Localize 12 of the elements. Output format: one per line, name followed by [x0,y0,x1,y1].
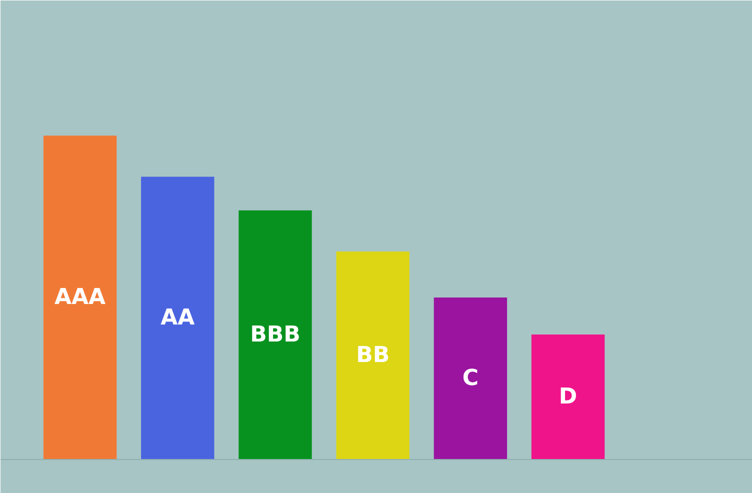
x-tick-label: AAA [54,285,106,310]
bar [434,298,508,460]
bar [43,136,117,460]
bar [238,210,312,460]
bar [336,252,410,460]
x-tick-label: BB [356,343,390,368]
x-tick-label: C [462,366,479,392]
bar [531,334,605,460]
x-tick-label: BBB [250,322,300,348]
x-tick-label: D [558,384,578,410]
bar [141,176,214,460]
x-tick-label: AA [160,306,195,331]
